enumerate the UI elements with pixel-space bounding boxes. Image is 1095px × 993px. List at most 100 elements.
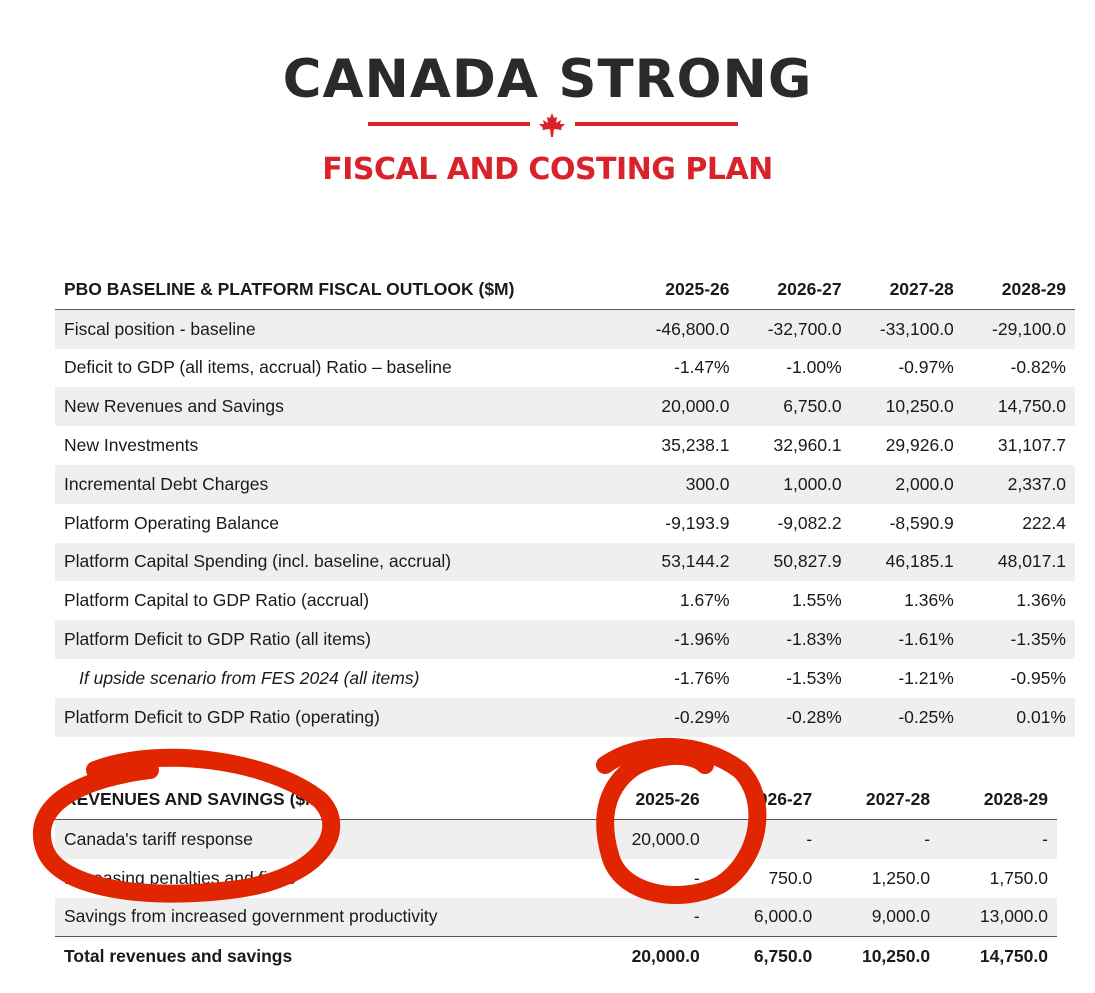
row-label: Platform Operating Balance bbox=[64, 512, 279, 533]
column-header: 2026-27 bbox=[738, 270, 851, 310]
right-divider bbox=[575, 122, 738, 126]
cell: 2,000.0 bbox=[850, 464, 963, 504]
cell: 1.67% bbox=[679, 590, 730, 611]
row-label: Incremental Debt Charges bbox=[55, 464, 627, 504]
table-row: Savings from increased government produc… bbox=[55, 897, 1057, 937]
cell: 14,750.0 bbox=[962, 387, 1075, 427]
cell: -1.47% bbox=[674, 357, 730, 378]
cell: 6,750.0 bbox=[708, 936, 822, 977]
table-row: If upside scenario from FES 2024 (all it… bbox=[55, 659, 1075, 698]
column-header: 2028-29 bbox=[939, 780, 1057, 820]
cell: -8,590.9 bbox=[889, 512, 954, 533]
table-header-row: PBO BASELINE & PLATFORM FISCAL OUTLOOK (… bbox=[55, 270, 1075, 310]
cell: 1.36% bbox=[1016, 590, 1066, 611]
cell: 29,926.0 bbox=[885, 435, 954, 456]
cell: -1.83% bbox=[738, 620, 851, 659]
cell: -29,100.0 bbox=[962, 309, 1075, 349]
table-row: Fiscal position - baseline -46,800.0 -32… bbox=[55, 309, 1075, 349]
cell: -1.61% bbox=[850, 620, 963, 659]
cell: - bbox=[590, 897, 709, 937]
cell: -9,193.9 bbox=[665, 512, 730, 533]
cell: -0.97% bbox=[898, 357, 954, 378]
cell: 20,000.0 bbox=[590, 936, 709, 977]
cell: -33,100.0 bbox=[850, 309, 963, 349]
cell: 32,960.1 bbox=[773, 435, 842, 456]
row-label: Platform Capital to GDP Ratio (accrual) bbox=[64, 590, 370, 611]
table-row: New Investments 35,238.1 32,960.1 29,926… bbox=[55, 426, 1075, 465]
table-row: Platform Deficit to GDP Ratio (all items… bbox=[55, 620, 1075, 659]
cell: 1,750.0 bbox=[989, 867, 1048, 888]
cell: 1.55% bbox=[792, 590, 842, 611]
cell: 9,000.0 bbox=[821, 897, 940, 937]
cell: 20,000.0 bbox=[590, 819, 709, 859]
cell: - bbox=[821, 819, 940, 859]
revenues-savings-table: REVENUES AND SAVINGS ($M) 2025-26 2026-2… bbox=[55, 780, 1057, 977]
column-header: 2027-28 bbox=[850, 270, 963, 310]
cell: 50,827.9 bbox=[738, 542, 851, 582]
cell: -1.21% bbox=[898, 667, 954, 688]
cell: -0.29% bbox=[626, 697, 739, 737]
left-divider bbox=[368, 122, 530, 126]
table-title: PBO BASELINE & PLATFORM FISCAL OUTLOOK (… bbox=[55, 270, 627, 310]
table-row: Incremental Debt Charges 300.0 1,000.0 2… bbox=[55, 464, 1075, 504]
fiscal-outlook-table: PBO BASELINE & PLATFORM FISCAL OUTLOOK (… bbox=[55, 270, 1075, 737]
page-title: CANADA STRONG bbox=[282, 49, 813, 110]
cell: 1.36% bbox=[904, 590, 954, 611]
cell: 1,250.0 bbox=[871, 867, 931, 888]
row-label: Platform Deficit to GDP Ratio (all items… bbox=[55, 620, 627, 659]
table-row: Platform Operating Balance -9,193.9 -9,0… bbox=[55, 504, 1075, 543]
cell: 2,337.0 bbox=[962, 464, 1075, 504]
cell: 10,250.0 bbox=[821, 936, 940, 977]
cell: 35,238.1 bbox=[661, 435, 730, 456]
row-label: New Investments bbox=[64, 435, 199, 456]
cell: 13,000.0 bbox=[939, 897, 1057, 937]
cell: -46,800.0 bbox=[626, 309, 739, 349]
cell: -1.00% bbox=[786, 357, 842, 378]
cell: -1.35% bbox=[962, 620, 1075, 659]
cell: 48,017.1 bbox=[962, 542, 1075, 582]
cell: -32,700.0 bbox=[738, 309, 851, 349]
column-header: 2026-27 bbox=[708, 780, 822, 820]
table-row: Platform Deficit to GDP Ratio (operating… bbox=[55, 697, 1075, 737]
page-subtitle: FISCAL AND COSTING PLAN bbox=[322, 152, 773, 187]
total-row: Total revenues and savings 20,000.0 6,75… bbox=[55, 936, 1057, 977]
column-header: 2028-29 bbox=[962, 270, 1075, 310]
cell: -0.82% bbox=[1010, 357, 1066, 378]
table-row: Canada's tariff response 20,000.0 - - - bbox=[55, 819, 1057, 859]
cell: 6,000.0 bbox=[708, 897, 822, 937]
maple-leaf-icon bbox=[539, 113, 565, 137]
cell: 14,750.0 bbox=[939, 936, 1057, 977]
cell: - bbox=[939, 819, 1057, 859]
cell: 300.0 bbox=[626, 464, 739, 504]
cell: 46,185.1 bbox=[850, 542, 963, 582]
row-label: Platform Capital Spending (incl. baselin… bbox=[55, 542, 627, 582]
row-label: Fiscal position - baseline bbox=[55, 309, 627, 349]
cell: 10,250.0 bbox=[850, 387, 963, 427]
column-header: 2025-26 bbox=[626, 270, 739, 310]
row-label: Deficit to GDP (all items, accrual) Rati… bbox=[64, 357, 452, 378]
table-title: REVENUES AND SAVINGS ($M) bbox=[55, 780, 591, 820]
cell: -1.53% bbox=[786, 667, 842, 688]
cell: 20,000.0 bbox=[626, 387, 739, 427]
cell: -1.76% bbox=[674, 667, 730, 688]
table-row: Platform Capital to GDP Ratio (accrual) … bbox=[55, 581, 1075, 620]
cell: 1,000.0 bbox=[738, 464, 851, 504]
cell: - bbox=[693, 867, 700, 888]
table-row: Increasing penalties and fines - 750.0 1… bbox=[55, 859, 1057, 898]
cell: - bbox=[708, 819, 822, 859]
row-label: Savings from increased government produc… bbox=[55, 897, 591, 937]
row-label: Total revenues and savings bbox=[55, 936, 591, 977]
cell: 222.4 bbox=[1022, 512, 1066, 533]
row-label: New Revenues and Savings bbox=[55, 387, 627, 427]
cell: 0.01% bbox=[962, 697, 1075, 737]
cell: -9,082.2 bbox=[777, 512, 842, 533]
cell: -1.96% bbox=[626, 620, 739, 659]
column-header: 2027-28 bbox=[821, 780, 940, 820]
table-row: Deficit to GDP (all items, accrual) Rati… bbox=[55, 349, 1075, 388]
table-row: Platform Capital Spending (incl. baselin… bbox=[55, 542, 1075, 582]
cell: -0.25% bbox=[850, 697, 963, 737]
row-label: If upside scenario from FES 2024 (all it… bbox=[79, 667, 420, 688]
cell: 750.0 bbox=[768, 867, 813, 888]
row-label: Canada's tariff response bbox=[55, 819, 591, 859]
cell: 31,107.7 bbox=[997, 435, 1066, 456]
